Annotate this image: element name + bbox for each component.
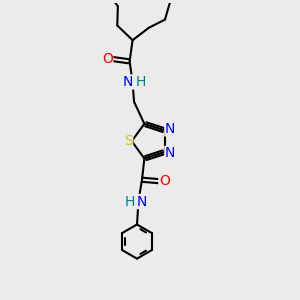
Text: H: H	[125, 194, 135, 208]
Text: S: S	[124, 134, 133, 148]
Text: H: H	[136, 75, 146, 89]
Text: N: N	[165, 122, 175, 136]
Text: N: N	[136, 194, 147, 208]
Text: O: O	[159, 174, 170, 188]
Text: N: N	[165, 146, 175, 161]
Text: O: O	[102, 52, 113, 66]
Text: N: N	[123, 75, 134, 89]
